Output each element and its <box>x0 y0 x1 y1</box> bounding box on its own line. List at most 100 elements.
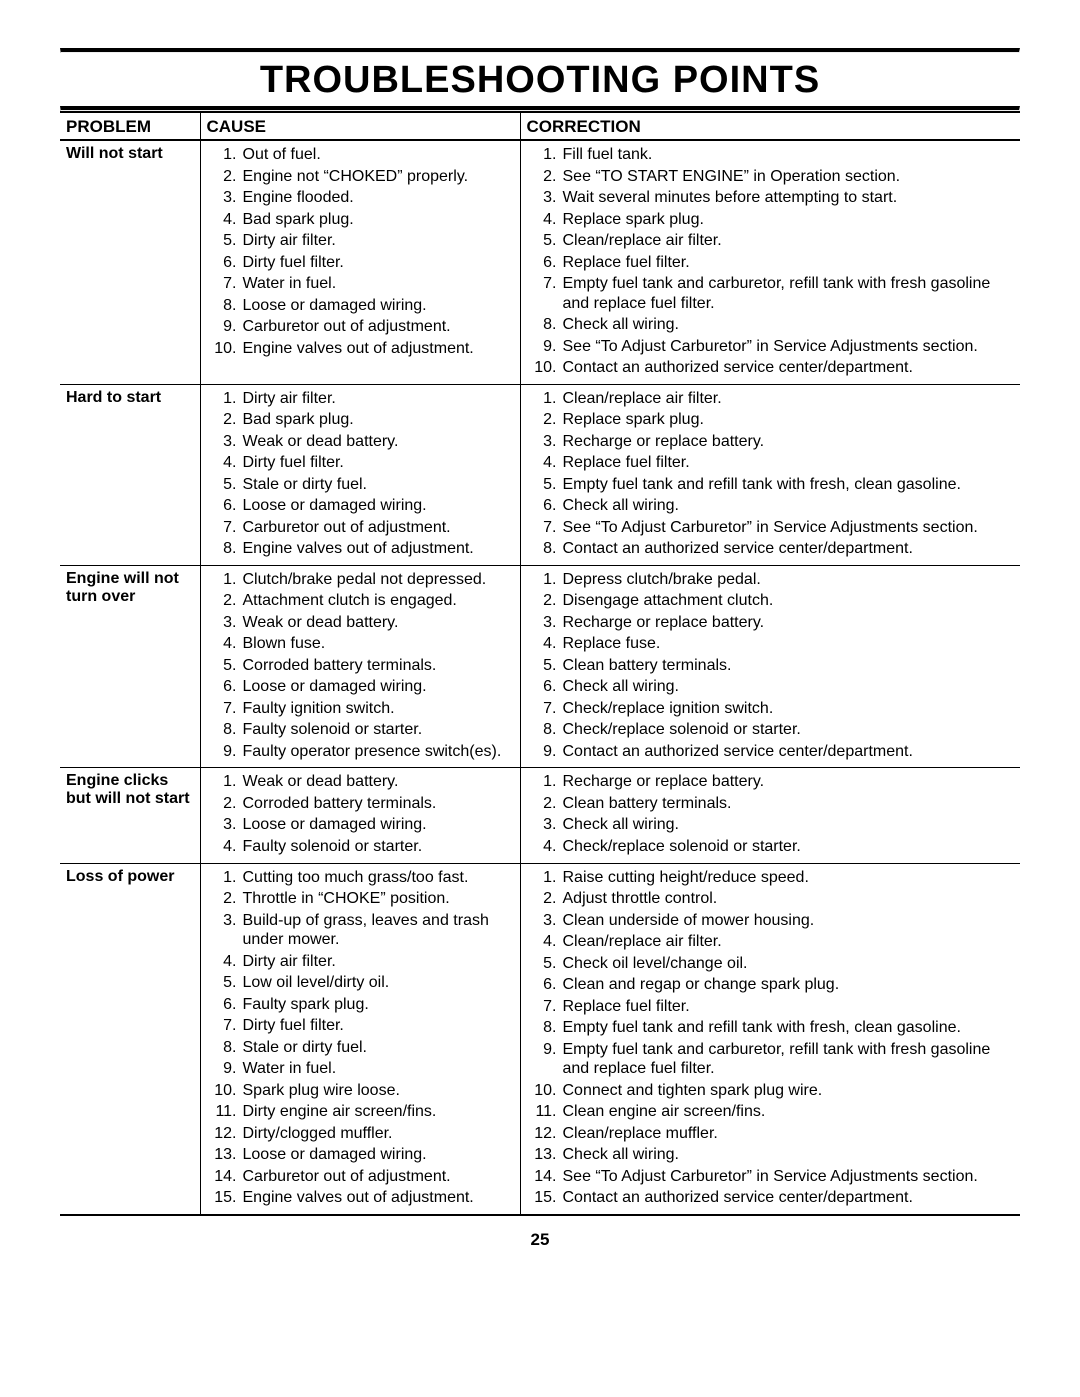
correction-item: Disengage attachment clutch. <box>561 591 1015 611</box>
cause-item: Stale or dirty fuel. <box>241 1038 514 1058</box>
cause-item: Faulty solenoid or starter. <box>241 720 514 740</box>
correction-item: Adjust throttle control. <box>561 889 1015 909</box>
cause-list: Clutch/brake pedal not depressed.Attachm… <box>207 570 514 762</box>
problem-cell: Hard to start <box>60 384 200 565</box>
table-header-row: PROBLEM CAUSE CORRECTION <box>60 112 1020 140</box>
cause-cell: Out of fuel.Engine not “CHOKED” properly… <box>200 140 520 384</box>
cause-item: Corroded battery terminals. <box>241 794 514 814</box>
cause-item: Engine valves out of adjustment. <box>241 339 514 359</box>
top-rule <box>60 48 1020 53</box>
correction-item: Recharge or replace battery. <box>561 613 1015 633</box>
cause-cell: Clutch/brake pedal not depressed.Attachm… <box>200 565 520 768</box>
correction-item: Clean battery terminals. <box>561 656 1015 676</box>
cause-item: Blown fuse. <box>241 634 514 654</box>
correction-item: Check all wiring. <box>561 1145 1015 1165</box>
correction-item: Clean/replace air filter. <box>561 932 1015 952</box>
cause-list: Cutting too much grass/too fast.Throttle… <box>207 868 514 1208</box>
problem-cell: Loss of power <box>60 863 200 1215</box>
correction-item: Recharge or replace battery. <box>561 432 1015 452</box>
correction-item: See “To Adjust Carburetor” in Service Ad… <box>561 1167 1015 1187</box>
cause-item: Corroded battery terminals. <box>241 656 514 676</box>
correction-list: Raise cutting height/reduce speed.Adjust… <box>527 868 1015 1208</box>
cause-item: Weak or dead battery. <box>241 613 514 633</box>
cause-item: Build-up of grass, leaves and trash unde… <box>241 911 514 950</box>
correction-list: Depress clutch/brake pedal.Disengage att… <box>527 570 1015 762</box>
correction-item: Empty fuel tank and carburetor, refill t… <box>561 1040 1015 1079</box>
cause-item: Engine flooded. <box>241 188 514 208</box>
correction-item: Raise cutting height/reduce speed. <box>561 868 1015 888</box>
cause-item: Out of fuel. <box>241 145 514 165</box>
cause-item: Engine valves out of adjustment. <box>241 1188 514 1208</box>
cause-item: Dirty air filter. <box>241 231 514 251</box>
correction-item: Empty fuel tank and carburetor, refill t… <box>561 274 1015 313</box>
cause-item: Loose or damaged wiring. <box>241 815 514 835</box>
cause-item: Loose or damaged wiring. <box>241 1145 514 1165</box>
cause-item: Weak or dead battery. <box>241 432 514 452</box>
correction-item: Empty fuel tank and refill tank with fre… <box>561 1018 1015 1038</box>
correction-item: Contact an authorized service center/dep… <box>561 358 1015 378</box>
correction-item: Connect and tighten spark plug wire. <box>561 1081 1015 1101</box>
correction-item: Clean and regap or change spark plug. <box>561 975 1015 995</box>
correction-item: Replace spark plug. <box>561 210 1015 230</box>
correction-item: Depress clutch/brake pedal. <box>561 570 1015 590</box>
correction-list: Recharge or replace battery.Clean batter… <box>527 772 1015 856</box>
cause-item: Dirty fuel filter. <box>241 253 514 273</box>
correction-item: Replace fuel filter. <box>561 453 1015 473</box>
cause-cell: Cutting too much grass/too fast.Throttle… <box>200 863 520 1215</box>
correction-item: Check/replace solenoid or starter. <box>561 720 1015 740</box>
cause-item: Clutch/brake pedal not depressed. <box>241 570 514 590</box>
cause-item: Dirty/clogged muffler. <box>241 1124 514 1144</box>
correction-item: Replace spark plug. <box>561 410 1015 430</box>
cause-item: Dirty fuel filter. <box>241 1016 514 1036</box>
correction-item: Check/replace solenoid or starter. <box>561 837 1015 857</box>
cause-item: Carburetor out of adjustment. <box>241 518 514 538</box>
correction-item: Replace fuse. <box>561 634 1015 654</box>
table-row: Loss of powerCutting too much grass/too … <box>60 863 1020 1215</box>
col-header-problem: PROBLEM <box>60 112 200 140</box>
cause-item: Attachment clutch is engaged. <box>241 591 514 611</box>
correction-cell: Fill fuel tank.See “TO START ENGINE” in … <box>520 140 1020 384</box>
correction-item: Clean/replace air filter. <box>561 389 1015 409</box>
table-row: Hard to startDirty air filter.Bad spark … <box>60 384 1020 565</box>
cause-item: Dirty fuel filter. <box>241 453 514 473</box>
correction-item: Empty fuel tank and refill tank with fre… <box>561 475 1015 495</box>
cause-item: Low oil level/dirty oil. <box>241 973 514 993</box>
cause-item: Dirty engine air screen/fins. <box>241 1102 514 1122</box>
correction-item: Check all wiring. <box>561 496 1015 516</box>
cause-item: Engine not “CHOKED” properly. <box>241 167 514 187</box>
correction-item: Clean engine air screen/fins. <box>561 1102 1015 1122</box>
cause-item: Water in fuel. <box>241 1059 514 1079</box>
correction-item: Check all wiring. <box>561 677 1015 697</box>
correction-item: Contact an authorized service center/dep… <box>561 1188 1015 1208</box>
cause-cell: Dirty air filter.Bad spark plug.Weak or … <box>200 384 520 565</box>
page-number: 25 <box>60 1230 1020 1250</box>
correction-item: See “TO START ENGINE” in Operation secti… <box>561 167 1015 187</box>
correction-item: Wait several minutes before attempting t… <box>561 188 1015 208</box>
cause-item: Water in fuel. <box>241 274 514 294</box>
problem-cell: Will not start <box>60 140 200 384</box>
correction-list: Fill fuel tank.See “TO START ENGINE” in … <box>527 145 1015 378</box>
cause-item: Engine valves out of adjustment. <box>241 539 514 559</box>
correction-item: Replace fuel filter. <box>561 253 1015 273</box>
correction-item: See “To Adjust Carburetor” in Service Ad… <box>561 337 1015 357</box>
cause-item: Bad spark plug. <box>241 410 514 430</box>
correction-item: Check/replace ignition switch. <box>561 699 1015 719</box>
cause-item: Bad spark plug. <box>241 210 514 230</box>
correction-item: Check all wiring. <box>561 815 1015 835</box>
correction-item: Clean battery terminals. <box>561 794 1015 814</box>
cause-item: Cutting too much grass/too fast. <box>241 868 514 888</box>
page-title: TROUBLESHOOTING POINTS <box>60 59 1020 102</box>
troubleshooting-table: PROBLEM CAUSE CORRECTION Will not startO… <box>60 111 1020 1216</box>
correction-item: Fill fuel tank. <box>561 145 1015 165</box>
cause-item: Carburetor out of adjustment. <box>241 317 514 337</box>
cause-item: Carburetor out of adjustment. <box>241 1167 514 1187</box>
correction-cell: Raise cutting height/reduce speed.Adjust… <box>520 863 1020 1215</box>
table-row: Engine clicks but will not startWeak or … <box>60 768 1020 863</box>
correction-item: Recharge or replace battery. <box>561 772 1015 792</box>
correction-item: Clean underside of mower housing. <box>561 911 1015 931</box>
cause-item: Faulty operator presence switch(es). <box>241 742 514 762</box>
cause-item: Loose or damaged wiring. <box>241 496 514 516</box>
correction-item: Clean/replace air filter. <box>561 231 1015 251</box>
correction-item: Check oil level/change oil. <box>561 954 1015 974</box>
problem-cell: Engine clicks but will not start <box>60 768 200 863</box>
